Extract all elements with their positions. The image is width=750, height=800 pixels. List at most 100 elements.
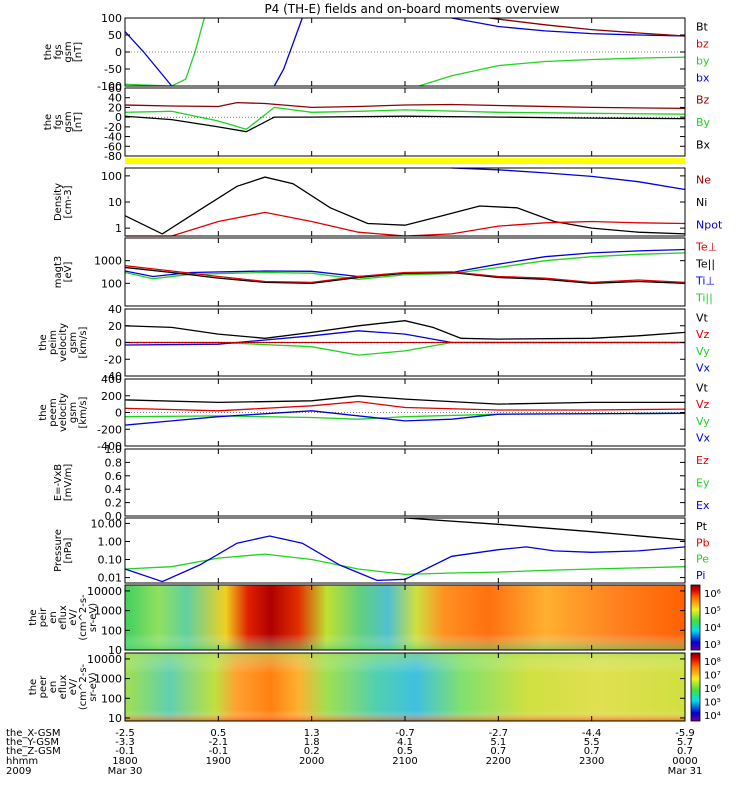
legend-fgs-gsm-2-Bx: Bx: [696, 139, 711, 152]
peir-spectrogram-shade: [125, 585, 685, 650]
ylabel-peem-velocity: peem: [48, 398, 59, 426]
legend-peim-velocity-Vz: Vz: [696, 328, 710, 341]
ylabel-density: [cm-3]: [63, 185, 74, 218]
ytick-label-temperature: 100: [101, 277, 122, 290]
series-fgs_bx_b: [273, 17, 303, 87]
series-fgs2_Bz: [124, 101, 686, 110]
ylabel-pressure: Pressure: [53, 529, 64, 572]
legend-pressure-Pt: Pt: [696, 520, 708, 533]
peer-colorbar: [690, 652, 701, 722]
ytick-label-fgs-gsm-2: -60: [104, 140, 122, 153]
bottom-cell: 1.8: [304, 737, 320, 748]
ylabel-peer-spec: (cm^2-s-: [78, 663, 89, 710]
series-fgs_Bt: [488, 17, 686, 37]
ytick-label-efield: 0.8: [105, 456, 123, 469]
bottom-cell: -5.9: [675, 728, 695, 739]
bottom-cell: -0.1: [209, 746, 229, 757]
ylabel-peir-spec: en: [48, 611, 59, 624]
ytick-label-fgs-gsm-2: -40: [104, 131, 122, 144]
colorbar-label-peir-spec: 10⁶: [704, 589, 721, 600]
bottom-cell: 5.1: [490, 737, 506, 748]
ylabel-fgs-gsm: gsm: [63, 41, 74, 62]
ylabel-peer-spec: en: [48, 681, 59, 694]
ylabel-peer-spec: eflux: [58, 675, 69, 700]
bottom-cell: 1900: [206, 756, 231, 767]
ylabel-efield: E=-VxB: [53, 464, 64, 501]
ylabel-peem-velocity: velocity: [58, 393, 69, 432]
bottom-cell: 0.7: [584, 746, 600, 757]
bottom-cell: 2200: [486, 756, 511, 767]
ytick-label-peir-spec: 10: [108, 644, 122, 657]
series-density_Npot: [451, 167, 686, 191]
series-temp_Te_perp: [124, 265, 686, 284]
bottom-cell: 0.7: [490, 746, 506, 757]
peer-spectrogram-shade: [125, 653, 685, 721]
legend-pressure-Pe: Pe: [696, 553, 709, 566]
colorbar-label-peer-spec: 10⁵: [704, 698, 721, 709]
bottom-cell: 1800: [112, 756, 137, 767]
bottom-cell: -2.7: [489, 728, 509, 739]
ytick-label-efield: 1.0: [105, 443, 123, 456]
legend-temperature-Ti⊥: Ti⊥: [695, 275, 715, 288]
panel-frame-efield: [124, 448, 686, 517]
figure-title: P4 (TH-E) fields and on-board moments ov…: [264, 2, 559, 16]
ytick-label-peem-velocity: -400: [97, 440, 122, 453]
ytick-label-fgs-gsm-2: 40: [108, 92, 122, 105]
ytick-label-density: 10: [108, 196, 122, 209]
ylabel-temperature: magt3: [53, 256, 64, 289]
ytick-label-peim-velocity: 20: [108, 320, 122, 333]
ytick-label-peem-velocity: 0: [115, 407, 122, 420]
ytick-label-fgs-gsm: -50: [104, 63, 122, 76]
series-temp_Te_par: [124, 266, 686, 284]
ylabel-fgs-gsm-2: the: [43, 114, 54, 130]
ylabel-efield: [mV/m]: [63, 464, 74, 502]
bottom-axis: the_X-GSMthe_Y-GSMthe_Z-GSMhhmm2009-2.5-…: [6, 728, 702, 777]
legend-fgs-gsm-bz: bz: [696, 38, 709, 51]
peir-colorbar: [690, 584, 701, 651]
legend-efield-Ey: Ey: [696, 477, 710, 490]
ytick-label-efield: 0.4: [105, 483, 123, 496]
ytick-label-fgs-gsm-2: -20: [104, 121, 122, 134]
ytick-label-peer-spec: 100: [101, 692, 122, 705]
bottom-cell: 1.3: [304, 728, 320, 739]
series-pressure_Pi: [124, 535, 686, 583]
ytick-label-pressure: 0.10: [98, 554, 123, 567]
ylabel-peim-velocity: peim: [48, 330, 59, 355]
ytick-label-peer-spec: 1000: [94, 673, 122, 686]
ytick-label-peim-velocity: -20: [104, 353, 122, 366]
ytick-label-pressure: 1.00: [98, 535, 123, 548]
series-peim_Vt: [124, 320, 686, 340]
ylabel-peer-spec: eV/: [68, 678, 79, 695]
ytick-label-efield: 0.0: [105, 510, 123, 523]
ylabel-peim-velocity: the: [38, 334, 49, 350]
colorbar-label-peer-spec: 10⁶: [704, 684, 721, 695]
series-density_Ni: [124, 176, 686, 235]
panel-frame-pressure: [124, 517, 686, 584]
legend-peim-velocity-Vy: Vy: [696, 345, 710, 358]
series-peem_Vx: [124, 410, 686, 426]
ylabel-fgs-gsm-2: fgs: [53, 114, 64, 129]
ylabel-peir-spec: eV/: [68, 609, 79, 626]
yellow-strip: [125, 158, 685, 164]
ytick-label-density: 1: [115, 222, 122, 235]
colorbars: [690, 584, 701, 722]
ytick-label-peim-velocity: 40: [108, 303, 122, 316]
ytick-label-fgs-gsm-2: -80: [104, 150, 122, 163]
ytick-label-efield: 0.2: [105, 497, 123, 510]
ylabel-peer-spec: the: [28, 679, 39, 695]
ytick-label-peer-spec: 10000: [87, 653, 122, 666]
bottom-row-label: the_Z-GSM: [6, 746, 61, 757]
legend-peim-velocity-Vt: Vt: [696, 311, 709, 324]
colorbar-label-peer-spec: 10⁷: [704, 671, 721, 682]
ytick-label-pressure: 10.00: [91, 517, 123, 530]
colorbar-label-peir-spec: 10⁵: [704, 606, 721, 617]
ylabel-peer-spec: sr-eV): [88, 672, 99, 701]
colorbar-label-peir-spec: 10³: [704, 640, 721, 651]
bottom-cell: 5.7: [677, 737, 693, 748]
legend-efield-Ex: Ex: [696, 499, 710, 512]
colorbar-label-peer-spec: 10⁴: [704, 711, 721, 722]
series-layer: [124, 17, 686, 583]
ytick-label-fgs-gsm-2: 20: [108, 101, 122, 114]
bottom-cell: 0.7: [677, 746, 693, 757]
